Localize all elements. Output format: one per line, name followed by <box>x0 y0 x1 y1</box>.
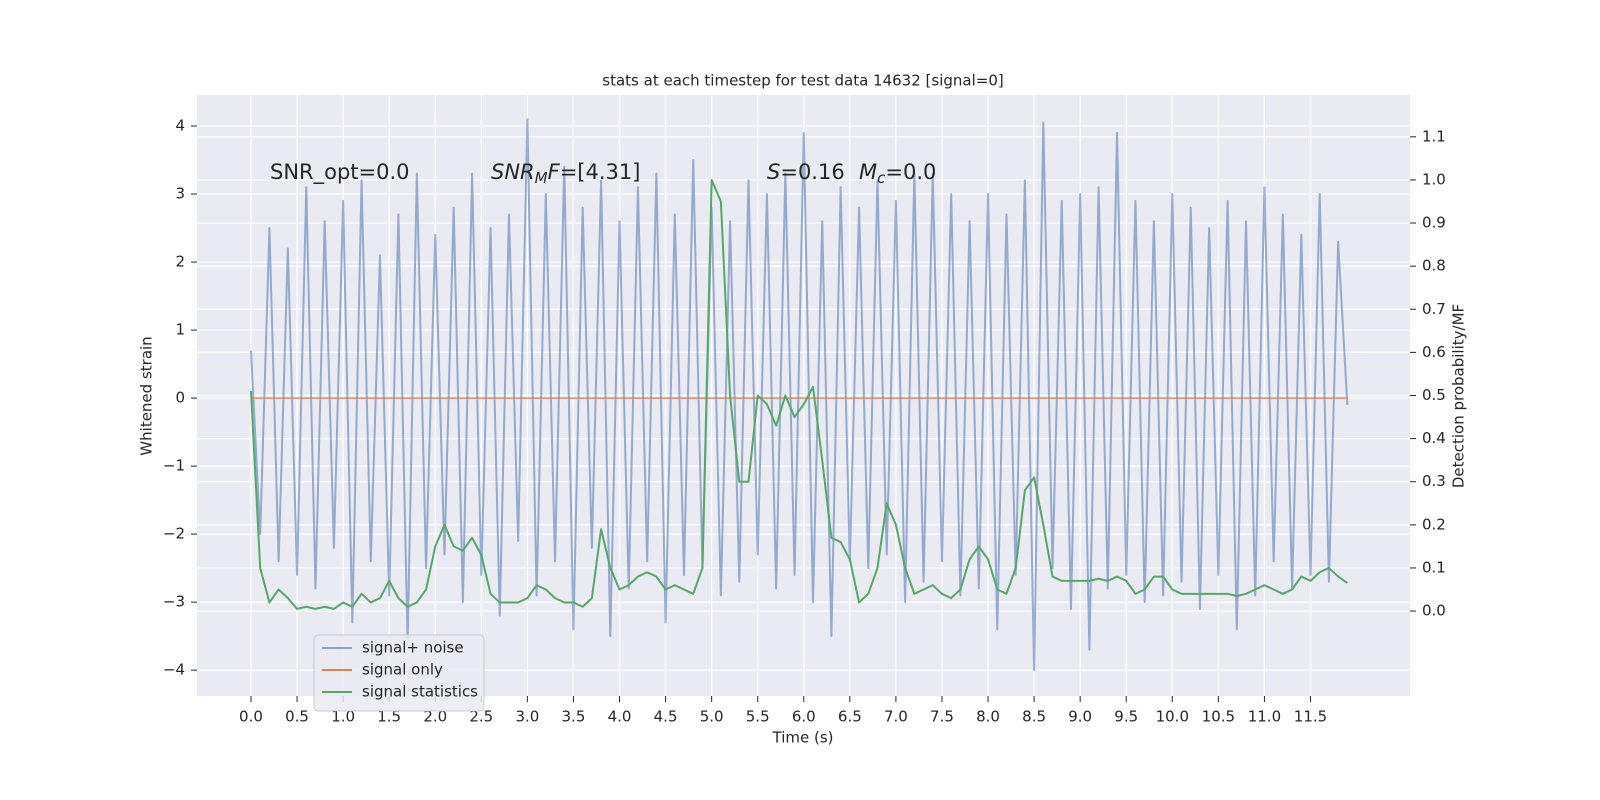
x-tick-label: 8.0 <box>976 708 1000 726</box>
x-tick-label: 5.5 <box>746 708 770 726</box>
x-tick-label: 9.5 <box>1114 708 1138 726</box>
annotation-part: =[4.31] <box>560 160 641 184</box>
legend-box <box>313 634 485 712</box>
x-tick-label: 9.0 <box>1068 708 1092 726</box>
annotation-part: SNR <box>491 160 535 184</box>
series-line <box>249 118 1349 672</box>
axes: 0.0 0.5 1.0 1.5 2.0 2.5 3.0 3.5 4.0 4.5 5.0 5.5 6.0 6… <box>163 117 1446 726</box>
legend: signal+ noise signal only signal statistic… <box>313 634 485 712</box>
x-tick-label: 4.5 <box>654 708 678 726</box>
annotation-part: S <box>767 160 780 184</box>
y2-tick-label: 1.0 <box>1422 170 1446 188</box>
annotation: SNRMF=[4.31] <box>491 160 640 187</box>
y2-tick-label: 0.8 <box>1422 257 1446 275</box>
plot-area <box>249 118 1349 672</box>
y-tick-label: −2 <box>163 525 185 543</box>
y2-axis-label: Detection probability/MF <box>1450 304 1468 488</box>
annotation-part: c <box>877 169 886 187</box>
annotation-part: =0.0 <box>885 160 936 184</box>
y2-tick-label: 0.7 <box>1422 300 1446 318</box>
legend-label: signal statistics <box>362 683 478 701</box>
annotations: SNR_opt=0.0 SNRMF=[4.31] S=0.16 Mc=0.0 <box>270 160 936 187</box>
y-tick-label: −4 <box>163 661 185 679</box>
x-tick-label: 6.5 <box>838 708 862 726</box>
annotation: S=0.16 <box>767 160 845 184</box>
annotation-part: =0.16 <box>780 160 844 184</box>
x-tick-label: 11.0 <box>1248 708 1281 726</box>
y-tick-label: 0 <box>175 389 185 407</box>
x-tick-label: 11.5 <box>1294 708 1327 726</box>
y-tick-label: 1 <box>175 321 185 339</box>
x-tick-label: 10.0 <box>1156 708 1189 726</box>
x-tick-label: 8.5 <box>1022 708 1046 726</box>
x-tick-label: 2.5 <box>469 708 493 726</box>
legend-label: signal only <box>362 661 443 679</box>
y2-tick-label: 0.9 <box>1422 214 1446 232</box>
y-tick-label: −3 <box>163 593 185 611</box>
x-tick-label: 7.0 <box>884 708 908 726</box>
x-tick-label: 0.0 <box>239 708 263 726</box>
y2-tick-label: 0.6 <box>1422 343 1446 361</box>
y-tick-label: 2 <box>175 253 185 271</box>
y-axis-label: Whitened strain <box>138 336 156 455</box>
x-tick-label: 5.0 <box>700 708 724 726</box>
legend-label: signal+ noise <box>362 639 464 657</box>
y2-tick-label: 1.1 <box>1422 127 1446 145</box>
x-tick-label: 3.0 <box>515 708 539 726</box>
annotation: Mc=0.0 <box>859 160 936 187</box>
x-tick-label: 6.0 <box>792 708 816 726</box>
annotation-part: M <box>859 160 877 184</box>
x-axis-label: Time (s) <box>772 729 834 747</box>
x-tick-label: 7.5 <box>930 708 954 726</box>
annotation-part: SNR_opt=0.0 <box>270 160 410 185</box>
x-tick-label: 1.5 <box>377 708 401 726</box>
y-tick-label: 3 <box>175 185 185 203</box>
series-line <box>249 178 1348 610</box>
y2-tick-label: 0.1 <box>1422 558 1446 576</box>
y2-tick-label: 0.2 <box>1422 515 1446 533</box>
annotation: SNR_opt=0.0 <box>270 160 410 185</box>
y2-tick-label: 0.5 <box>1422 386 1446 404</box>
y2-tick-label: 0.4 <box>1422 429 1446 447</box>
x-tick-label: 4.0 <box>608 708 632 726</box>
chart-title: stats at each timestep for test data 146… <box>602 72 1003 90</box>
annotation-part: F <box>548 160 561 184</box>
y-tick-label: 4 <box>175 117 185 135</box>
x-tick-label: 1.0 <box>331 708 355 726</box>
x-tick-label: 0.5 <box>285 708 309 726</box>
x-tick-label: 3.5 <box>562 708 586 726</box>
y-tick-label: −1 <box>163 457 185 475</box>
x-tick-label: 2.0 <box>423 708 447 726</box>
y2-tick-label: 0.0 <box>1422 602 1446 620</box>
x-tick-label: 10.5 <box>1202 708 1235 726</box>
annotation-part: M <box>535 169 548 187</box>
y2-tick-label: 0.3 <box>1422 472 1446 490</box>
